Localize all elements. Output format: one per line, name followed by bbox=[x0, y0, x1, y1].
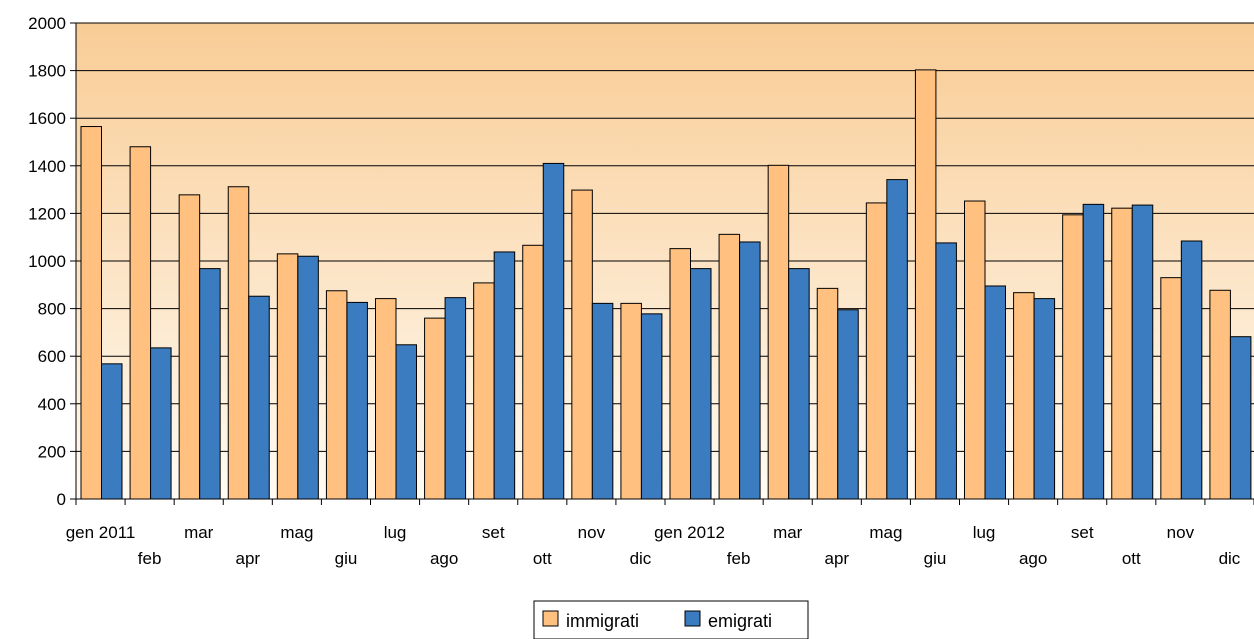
legend-label-emigrati: emigrati bbox=[708, 611, 772, 631]
bar-immigrati-1 bbox=[129, 146, 152, 500]
bar-emigrati-12 bbox=[690, 268, 712, 500]
x-tick-label: nov bbox=[1167, 523, 1195, 542]
y-tick-label: 200 bbox=[38, 442, 66, 461]
x-tick-label: ott bbox=[1122, 549, 1141, 568]
bar-immigrati-9 bbox=[522, 244, 544, 500]
bar-immigrati-21 bbox=[1111, 207, 1133, 500]
bar-emigrati-11 bbox=[640, 313, 663, 500]
x-tick-label: apr bbox=[236, 549, 261, 568]
bar-emigrati-9 bbox=[542, 162, 565, 500]
x-tick-label: feb bbox=[727, 549, 751, 568]
y-tick-label: 1600 bbox=[28, 109, 66, 128]
bar-immigrati-22 bbox=[1160, 277, 1182, 500]
x-tick-label: ago bbox=[430, 549, 458, 568]
bar-immigrati-14 bbox=[767, 164, 790, 500]
gridlines bbox=[76, 22, 1254, 452]
y-tick-label: 0 bbox=[57, 490, 66, 509]
y-tick-label: 800 bbox=[38, 300, 66, 319]
x-tick-label: giu bbox=[335, 549, 358, 568]
y-tick-label: 1200 bbox=[28, 204, 66, 223]
x-tick-label: mar bbox=[184, 523, 214, 542]
x-tick-labels: gen 2011febmaraprmaggiulugagosetottnovdi… bbox=[66, 523, 1241, 568]
bar-emigrati-21 bbox=[1131, 204, 1154, 500]
bar-immigrati-2 bbox=[178, 194, 201, 500]
bar-emigrati-13 bbox=[739, 241, 761, 500]
y-tick-label: 600 bbox=[38, 347, 66, 366]
bar-emigrati-0 bbox=[101, 363, 123, 500]
y-tick-label: 1000 bbox=[28, 252, 66, 271]
bar-immigrati-23 bbox=[1209, 289, 1231, 500]
bar-immigrati-4 bbox=[276, 253, 299, 500]
bar-emigrati-15 bbox=[837, 309, 859, 500]
bar-emigrati-18 bbox=[984, 285, 1006, 500]
y-tick-label: 2000 bbox=[28, 14, 66, 33]
bar-emigrati-14 bbox=[788, 268, 810, 500]
legend-box bbox=[533, 600, 809, 639]
bar-emigrati-7 bbox=[444, 297, 467, 500]
legend-swatch-emigrati bbox=[684, 610, 701, 627]
x-tick-label: gen 2012 bbox=[654, 523, 725, 542]
bar-immigrati-20 bbox=[1062, 214, 1084, 500]
bar-emigrati-2 bbox=[199, 268, 221, 500]
x-tick-label: mag bbox=[869, 523, 902, 542]
bar-emigrati-23 bbox=[1229, 336, 1252, 500]
bar-immigrati-15 bbox=[816, 287, 839, 500]
y-tick-label: 1800 bbox=[28, 62, 66, 81]
x-tick-label: lug bbox=[973, 523, 996, 542]
x-tick-label: ago bbox=[1019, 549, 1047, 568]
legend-swatch-immigrati bbox=[542, 610, 559, 627]
legend: immigrati emigrati bbox=[533, 600, 809, 639]
bars bbox=[80, 69, 1252, 500]
x-tick-label: feb bbox=[138, 549, 162, 568]
bar-immigrati-12 bbox=[669, 248, 691, 500]
bar-immigrati-0 bbox=[80, 126, 102, 500]
bar-emigrati-5 bbox=[346, 301, 368, 500]
x-tick-label: dic bbox=[630, 549, 652, 568]
y-tick-labels: 0 200 400 600 800 1000 1200 1400 1600 1800 2000 bbox=[28, 14, 66, 509]
bar-immigrati-3 bbox=[227, 186, 250, 500]
bar-emigrati-10 bbox=[591, 302, 614, 500]
bar-immigrati-19 bbox=[1013, 292, 1035, 500]
x-tick-label: set bbox=[482, 523, 505, 542]
axes bbox=[70, 22, 1254, 505]
y-tick-label: 1400 bbox=[28, 157, 66, 176]
legend-label-immigrati: immigrati bbox=[566, 611, 639, 631]
bar-emigrati-6 bbox=[395, 344, 417, 500]
x-tick-label: lug bbox=[384, 523, 407, 542]
x-tick-label: nov bbox=[578, 523, 606, 542]
x-tick-label: giu bbox=[924, 549, 947, 568]
bar-emigrati-8 bbox=[493, 251, 516, 500]
bar-immigrati-8 bbox=[473, 282, 495, 500]
bar-immigrati-10 bbox=[571, 189, 593, 500]
bar-emigrati-17 bbox=[935, 242, 957, 500]
bar-immigrati-17 bbox=[914, 69, 937, 500]
x-tick-label: ott bbox=[533, 549, 552, 568]
bar-immigrati-7 bbox=[424, 317, 446, 500]
bar-emigrati-16 bbox=[886, 179, 908, 500]
bar-immigrati-11 bbox=[620, 302, 642, 500]
bar-emigrati-1 bbox=[150, 347, 172, 500]
x-tick-label: mar bbox=[773, 523, 803, 542]
y-tick-label: 400 bbox=[38, 395, 66, 414]
x-tick-label: mag bbox=[280, 523, 313, 542]
bar-immigrati-6 bbox=[375, 298, 397, 500]
bar-emigrati-20 bbox=[1082, 203, 1105, 500]
bar-immigrati-5 bbox=[325, 290, 348, 500]
bar-immigrati-16 bbox=[865, 202, 888, 500]
x-tick-label: dic bbox=[1219, 549, 1241, 568]
bar-emigrati-4 bbox=[297, 255, 319, 500]
bar-immigrati-13 bbox=[718, 233, 741, 500]
x-tick-label: gen 2011 bbox=[66, 523, 136, 542]
bar-emigrati-19 bbox=[1033, 298, 1056, 500]
x-tick-label: set bbox=[1071, 523, 1094, 542]
bar-emigrati-22 bbox=[1180, 240, 1203, 500]
bar-immigrati-18 bbox=[964, 200, 986, 500]
x-tick-label: apr bbox=[825, 549, 850, 568]
bar-emigrati-3 bbox=[248, 295, 270, 500]
